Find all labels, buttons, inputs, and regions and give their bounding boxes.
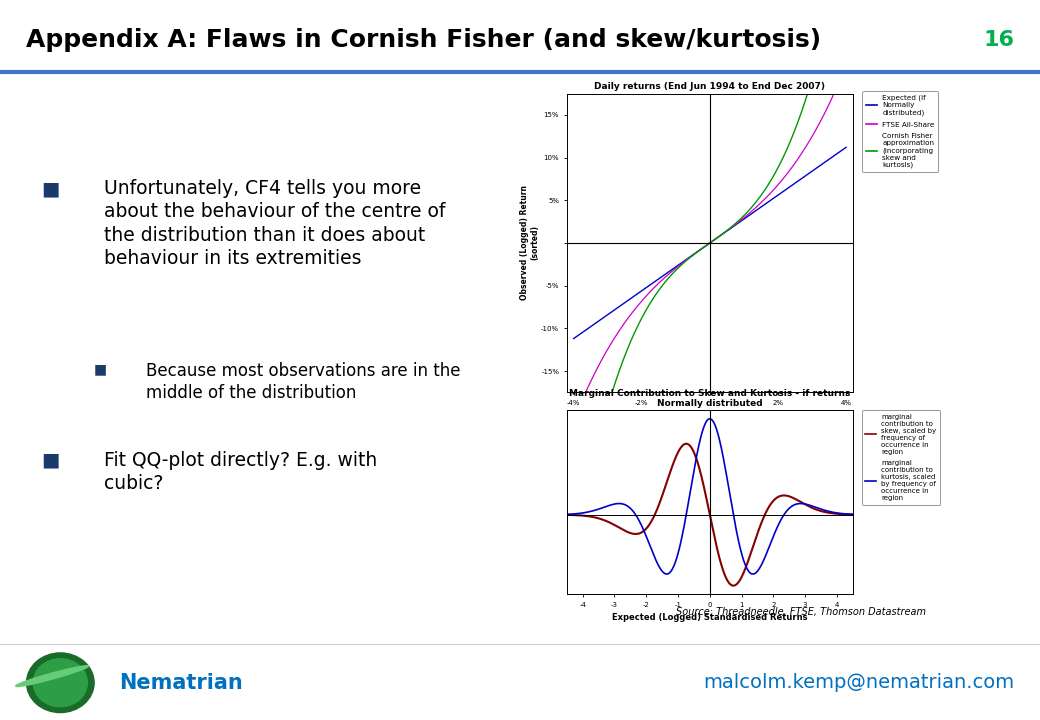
Text: malcolm.kemp@nematrian.com: malcolm.kemp@nematrian.com bbox=[703, 673, 1014, 692]
Legend: Expected (if
Normally
distributed), FTSE All-Share, Cornish Fisher
approximation: Expected (if Normally distributed), FTSE… bbox=[862, 91, 938, 172]
Text: Unfortunately, CF4 tells you more
about the behaviour of the centre of
the distr: Unfortunately, CF4 tells you more about … bbox=[104, 179, 445, 269]
Ellipse shape bbox=[33, 659, 87, 707]
X-axis label: Expected (Logged) Standardised Returns: Expected (Logged) Standardised Returns bbox=[613, 613, 807, 622]
Text: 16: 16 bbox=[983, 30, 1014, 50]
Text: Source: Threadneedle, FTSE, Thomson Datastream: Source: Threadneedle, FTSE, Thomson Data… bbox=[676, 607, 926, 617]
Ellipse shape bbox=[27, 653, 95, 713]
Text: Appendix A: Flaws in Cornish Fisher (and skew/kurtosis): Appendix A: Flaws in Cornish Fisher (and… bbox=[26, 28, 822, 52]
Ellipse shape bbox=[16, 666, 88, 686]
Legend: marginal
contribution to
skew, scaled by
frequency of
occurrence in
region, marg: marginal contribution to skew, scaled by… bbox=[862, 410, 940, 505]
Text: ■: ■ bbox=[42, 451, 60, 469]
Text: ■: ■ bbox=[42, 179, 60, 198]
Title: Daily returns (End Jun 1994 to End Dec 2007): Daily returns (End Jun 1994 to End Dec 2… bbox=[594, 82, 826, 91]
Text: Because most observations are in the
middle of the distribution: Because most observations are in the mid… bbox=[146, 362, 460, 402]
Text: ■: ■ bbox=[94, 362, 107, 376]
X-axis label: Expected (Logged) Return (sorted): Expected (Logged) Return (sorted) bbox=[627, 412, 792, 420]
Text: Fit QQ-plot directly? E.g. with
cubic?: Fit QQ-plot directly? E.g. with cubic? bbox=[104, 451, 378, 493]
Title: Marginal Contribution to Skew and Kurtosis - if returns
Normally distributed: Marginal Contribution to Skew and Kurtos… bbox=[569, 389, 851, 408]
Text: Nematrian: Nematrian bbox=[120, 672, 243, 693]
Y-axis label: Observed (Logged) Return
(sorted): Observed (Logged) Return (sorted) bbox=[520, 186, 540, 300]
